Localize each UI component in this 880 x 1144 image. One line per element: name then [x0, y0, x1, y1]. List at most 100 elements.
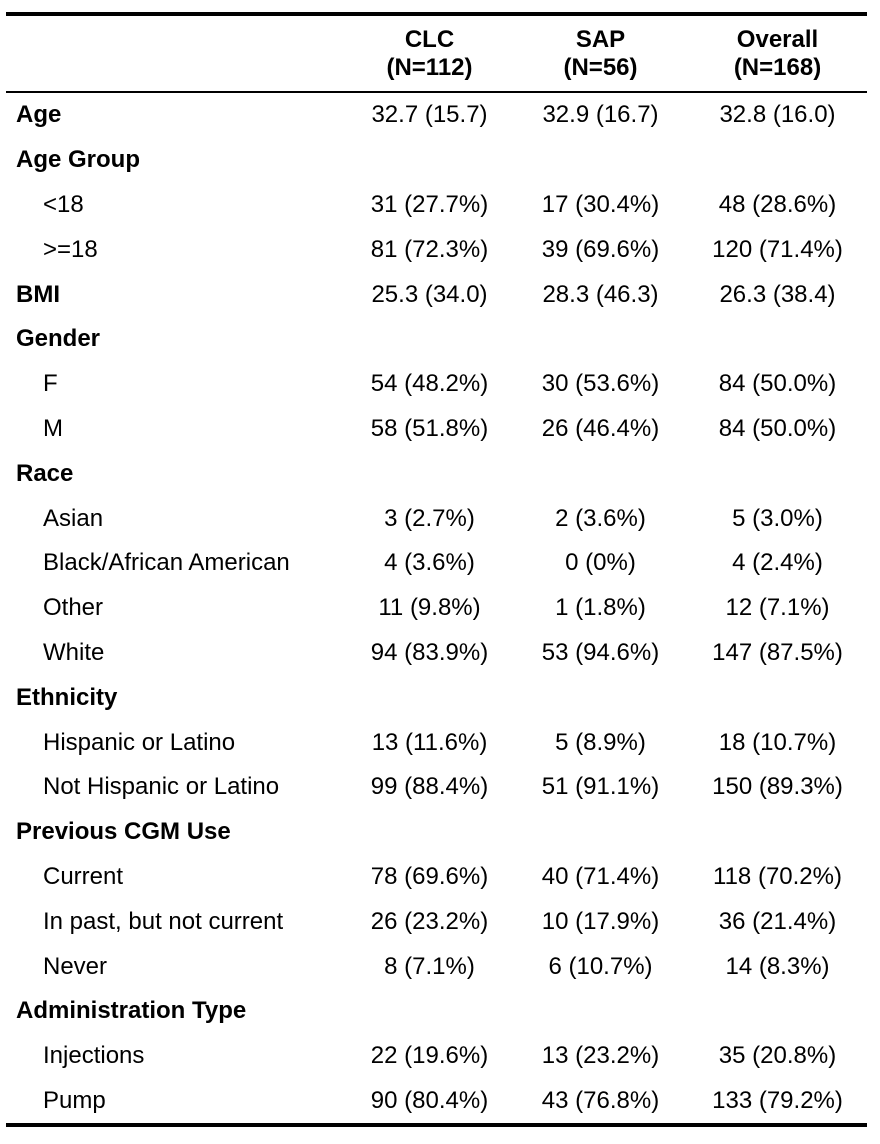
cell-clc: 58 (51.8%) [370, 414, 489, 442]
cell-clc [346, 451, 513, 496]
row-label: BMI [16, 280, 60, 308]
cell-sap: 10 (17.9%) [541, 907, 660, 935]
cell-overall: 14 (8.3%) [725, 952, 830, 980]
cell-clc: 94 (83.9%) [370, 638, 489, 666]
cell-clc: 31 (27.7%) [370, 190, 489, 218]
cell-sap: 6 (10.7%) [548, 952, 653, 980]
row-label: Black/African American [43, 549, 290, 577]
demographics-table-container: CLC (N=112) SAP (N=56) Overall (N=168) A… [6, 12, 867, 1128]
cell-sap: 53 (94.6%) [541, 638, 660, 666]
row-label: Ethnicity [16, 683, 118, 711]
cell-clc [346, 317, 513, 362]
cell-sap: 51 (91.1%) [541, 773, 660, 801]
cell-clc [346, 675, 513, 720]
cell-overall [688, 138, 867, 183]
row-label: Never [43, 952, 108, 980]
cell-clc: 3 (2.7%) [384, 504, 475, 532]
table-body: Age 32.7 (15.7) 32.9 (16.7) 32.8 (16.0) Age … [6, 93, 867, 1123]
cell-clc: 22 (19.6%) [370, 1042, 489, 1070]
row-label: Age [16, 101, 62, 129]
table-row: Never 8 (7.1%) 6 (10.7%) 14 (8.3%) [6, 944, 867, 989]
cell-overall: 147 (87.5%) [712, 638, 843, 666]
table-row: Hispanic or Latino 13 (11.6%) 5 (8.9%) 18 (… [6, 720, 867, 765]
cell-clc: 99 (88.4%) [370, 773, 489, 801]
cell-clc: 90 (80.4%) [370, 1086, 489, 1114]
cell-overall: 84 (50.0%) [718, 414, 837, 442]
cell-clc [346, 138, 513, 183]
cell-overall: 12 (7.1%) [725, 594, 830, 622]
row-label: Gender [16, 325, 101, 353]
cell-overall: 4 (2.4%) [732, 549, 823, 577]
row-label: Hispanic or Latino [43, 728, 236, 756]
table-header: CLC (N=112) SAP (N=56) Overall (N=168) [6, 16, 867, 91]
header-clc: CLC (N=112) [346, 16, 513, 91]
table-row: White 94 (83.9%) 53 (94.6%) 147 (87.5%) [6, 631, 867, 676]
header-empty-cell [6, 16, 346, 91]
row-label: Not Hispanic or Latino [43, 773, 280, 801]
row-label: <18 [43, 190, 84, 218]
cell-clc: 78 (69.6%) [370, 862, 489, 890]
cell-overall [688, 451, 867, 496]
row-label: Age Group [16, 146, 140, 174]
cell-sap: 32.9 (16.7) [542, 101, 659, 129]
cell-sap [513, 138, 688, 183]
row-label: F [43, 370, 58, 398]
table-row: F 54 (48.2%) 30 (53.6%) 84 (50.0%) [6, 362, 867, 407]
header-clc-name: CLC [404, 26, 455, 53]
row-label: White [43, 638, 105, 666]
cell-overall [688, 810, 867, 855]
cell-clc: 8 (7.1%) [384, 952, 475, 980]
cell-overall: 133 (79.2%) [712, 1086, 843, 1114]
cell-sap: 17 (30.4%) [541, 190, 660, 218]
table-row: Administration Type [6, 989, 867, 1034]
table-row: Gender [6, 317, 867, 362]
cell-sap: 43 (76.8%) [541, 1086, 660, 1114]
table-row: Other 11 (9.8%) 1 (1.8%) 12 (7.1%) [6, 586, 867, 631]
table-row: Age Group [6, 138, 867, 183]
header-sap: SAP (N=56) [513, 16, 688, 91]
header-row: CLC (N=112) SAP (N=56) Overall (N=168) [6, 16, 867, 91]
cell-sap: 28.3 (46.3) [542, 280, 659, 308]
cell-overall [688, 989, 867, 1034]
table-row: Injections 22 (19.6%) 13 (23.2%) 35 (20.8%) [6, 1034, 867, 1079]
cell-overall: 5 (3.0%) [732, 504, 823, 532]
table-row: Black/African American 4 (3.6%) 0 (0%) 4 (2… [6, 541, 867, 586]
header-sap-name: SAP [575, 26, 626, 53]
cell-clc: 81 (72.3%) [370, 235, 489, 263]
cell-sap: 39 (69.6%) [541, 235, 660, 263]
table-row: Current 78 (69.6%) 40 (71.4%) 118 (70.2%) [6, 855, 867, 900]
table-header-rule [6, 91, 867, 93]
cell-sap [513, 317, 688, 362]
table-row: BMI 25.3 (34.0) 28.3 (46.3) 26.3 (38.4) [6, 272, 867, 317]
cell-sap [513, 810, 688, 855]
cell-overall [688, 317, 867, 362]
row-label: Other [43, 594, 104, 622]
cell-overall: 120 (71.4%) [712, 235, 843, 263]
cell-sap [513, 451, 688, 496]
table-row: <18 31 (27.7%) 17 (30.4%) 48 (28.6%) [6, 183, 867, 228]
demographics-table: CLC (N=112) SAP (N=56) Overall (N=168) [6, 16, 867, 91]
cell-sap: 13 (23.2%) [541, 1042, 660, 1070]
cell-overall: 150 (89.3%) [712, 773, 843, 801]
header-clc-n: (N=112) [386, 54, 473, 81]
table-row: Race [6, 451, 867, 496]
row-label: Current [43, 862, 124, 890]
cell-clc: 54 (48.2%) [370, 370, 489, 398]
header-overall: Overall (N=168) [688, 16, 867, 91]
cell-clc [346, 989, 513, 1034]
table-row: M 58 (51.8%) 26 (46.4%) 84 (50.0%) [6, 407, 867, 452]
cell-clc [346, 810, 513, 855]
cell-overall: 32.8 (16.0) [719, 101, 836, 129]
row-label: M [43, 414, 63, 442]
cell-clc: 11 (9.8%) [378, 594, 481, 622]
row-label: Administration Type [16, 997, 247, 1025]
cell-sap: 40 (71.4%) [541, 862, 660, 890]
table-row: Asian 3 (2.7%) 2 (3.6%) 5 (3.0%) [6, 496, 867, 541]
cell-overall: 36 (21.4%) [718, 907, 837, 935]
row-label: In past, but not current [43, 907, 284, 935]
row-label: Injections [43, 1042, 145, 1070]
cell-clc: 25.3 (34.0) [371, 280, 488, 308]
table-row: Previous CGM Use [6, 810, 867, 855]
cell-sap: 5 (8.9%) [555, 728, 646, 756]
table-row: Age 32.7 (15.7) 32.9 (16.7) 32.8 (16.0) [6, 93, 867, 138]
